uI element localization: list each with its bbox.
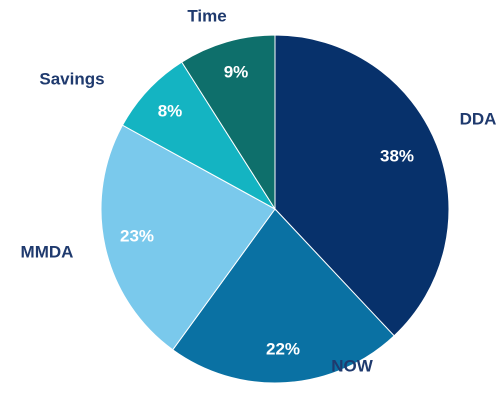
pie-slice [274, 34, 450, 337]
value-label: 38% [380, 146, 414, 165]
category-label: MMDA [21, 242, 74, 261]
value-label: 22% [266, 339, 300, 358]
category-label: Time [187, 6, 226, 25]
value-label: 9% [224, 62, 249, 81]
pie-slice [100, 124, 276, 351]
category-label: DDA [460, 109, 497, 128]
pie-slice [172, 208, 395, 384]
value-label: 23% [120, 226, 154, 245]
category-label: Savings [39, 69, 104, 88]
value-label: 8% [158, 101, 183, 120]
pie-slice [181, 34, 276, 211]
category-label: NOW [331, 356, 374, 375]
